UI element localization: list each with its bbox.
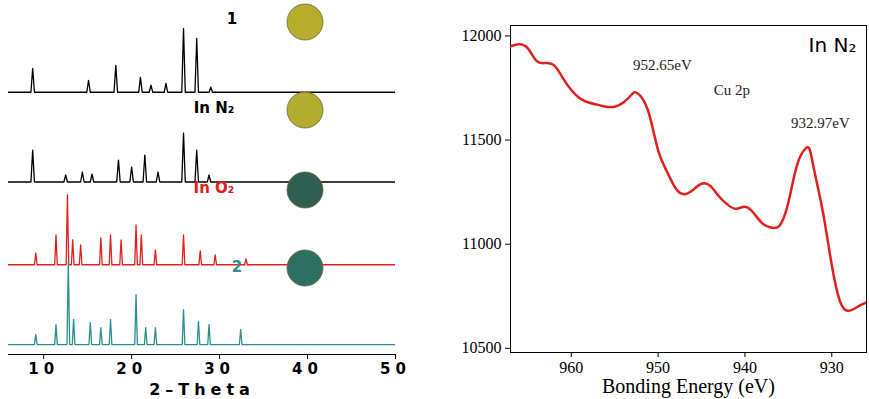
svg-text:2–Theta: 2–Theta bbox=[149, 380, 255, 399]
svg-text:Cu 2p: Cu 2p bbox=[714, 82, 750, 98]
svg-text:2: 2 bbox=[232, 258, 242, 276]
svg-text:11500: 11500 bbox=[462, 131, 501, 148]
svg-text:12000: 12000 bbox=[462, 27, 502, 44]
svg-text:30: 30 bbox=[204, 360, 235, 378]
svg-text:952.65eV: 952.65eV bbox=[633, 57, 692, 73]
svg-text:10500: 10500 bbox=[462, 339, 502, 356]
svg-text:960: 960 bbox=[559, 359, 583, 376]
svg-text:11000: 11000 bbox=[462, 235, 501, 252]
svg-text:Bonding Energy (eV): Bonding Energy (eV) bbox=[602, 375, 775, 398]
svg-text:40: 40 bbox=[292, 360, 323, 378]
svg-text:In N₂: In N₂ bbox=[194, 99, 235, 117]
svg-text:10: 10 bbox=[28, 360, 59, 378]
svg-text:1: 1 bbox=[227, 10, 237, 28]
svg-text:50: 50 bbox=[380, 360, 411, 378]
svg-text:930: 930 bbox=[820, 359, 844, 376]
svg-text:932.97eV: 932.97eV bbox=[791, 115, 850, 131]
svg-text:In N₂: In N₂ bbox=[809, 33, 857, 57]
svg-text:In O₂: In O₂ bbox=[194, 179, 235, 197]
svg-text:20: 20 bbox=[116, 360, 147, 378]
svg-text:940: 940 bbox=[733, 359, 757, 376]
svg-text:950: 950 bbox=[646, 359, 670, 376]
